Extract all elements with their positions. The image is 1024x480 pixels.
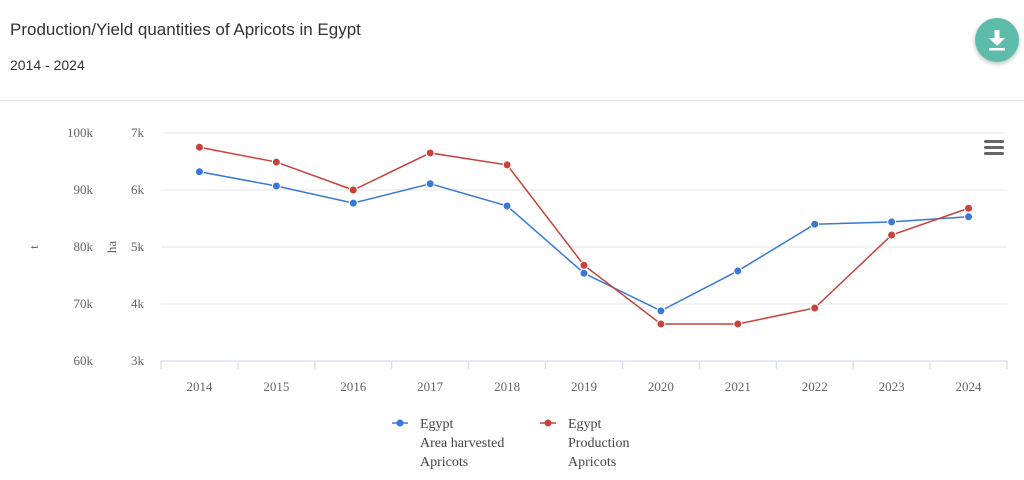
series-line (199, 146, 969, 325)
y-tick-label-ha: 7k (131, 125, 145, 140)
y-tick-label-ha: 6k (131, 182, 145, 197)
data-point (733, 319, 743, 329)
data-point (887, 230, 897, 240)
x-tick-label: 2018 (494, 379, 520, 394)
legend-label: Area harvested (420, 436, 504, 451)
y-axis-title-ha: ha (104, 241, 119, 254)
series-line (199, 171, 969, 312)
y-tick-label-t: 70k (74, 296, 94, 311)
data-point (579, 260, 589, 270)
x-tick-label: 2014 (186, 379, 213, 394)
legend-label: Egypt (420, 417, 454, 432)
x-tick-label: 2024 (956, 379, 983, 394)
x-tick-label: 2023 (879, 379, 905, 394)
data-point (194, 167, 204, 177)
data-point (656, 306, 666, 316)
data-point (271, 181, 281, 191)
download-button[interactable] (975, 18, 1019, 62)
y-tick-label-t: 90k (74, 182, 94, 197)
y-tick-label-t: 80k (74, 239, 94, 254)
data-point (810, 303, 820, 313)
data-point (271, 157, 281, 167)
y-axis-title-t: t (26, 245, 41, 249)
data-point (502, 201, 512, 211)
x-tick-label: 2019 (571, 379, 597, 394)
data-point (425, 179, 435, 189)
x-tick-label: 2017 (417, 379, 444, 394)
legend-marker (544, 419, 552, 427)
y-tick-label-t: 100k (67, 125, 94, 140)
legend-label: Egypt (568, 417, 602, 432)
data-point (348, 185, 358, 195)
legend-marker (396, 419, 404, 427)
data-point (964, 203, 974, 213)
y-tick-label-ha: 4k (131, 296, 145, 311)
legend-label: Apricots (568, 455, 616, 470)
legend-label: Apricots (420, 455, 468, 470)
data-point (425, 148, 435, 158)
y-tick-label-t: 60k (74, 353, 94, 368)
data-point (887, 217, 897, 227)
data-point (733, 266, 743, 276)
x-tick-label: 2022 (802, 379, 828, 394)
y-tick-label-ha: 5k (131, 239, 145, 254)
x-tick-label: 2015 (263, 379, 289, 394)
data-point (656, 319, 666, 329)
hamburger-menu-icon[interactable] (983, 138, 1007, 158)
y-tick-label-ha: 3k (131, 353, 145, 368)
chart-title: Production/Yield quantities of Apricots … (10, 20, 361, 39)
download-icon (989, 30, 1005, 51)
header-divider (0, 100, 1024, 101)
data-point (194, 142, 204, 152)
data-point (348, 198, 358, 208)
legend-label: Production (568, 436, 629, 451)
data-point (579, 268, 589, 278)
x-tick-label: 2021 (725, 379, 751, 394)
data-point (964, 212, 974, 222)
x-tick-label: 2020 (648, 379, 674, 394)
x-tick-label: 2016 (340, 379, 367, 394)
data-point (502, 160, 512, 170)
data-point (810, 219, 820, 229)
chart-subtitle: 2014 - 2024 (10, 57, 85, 73)
